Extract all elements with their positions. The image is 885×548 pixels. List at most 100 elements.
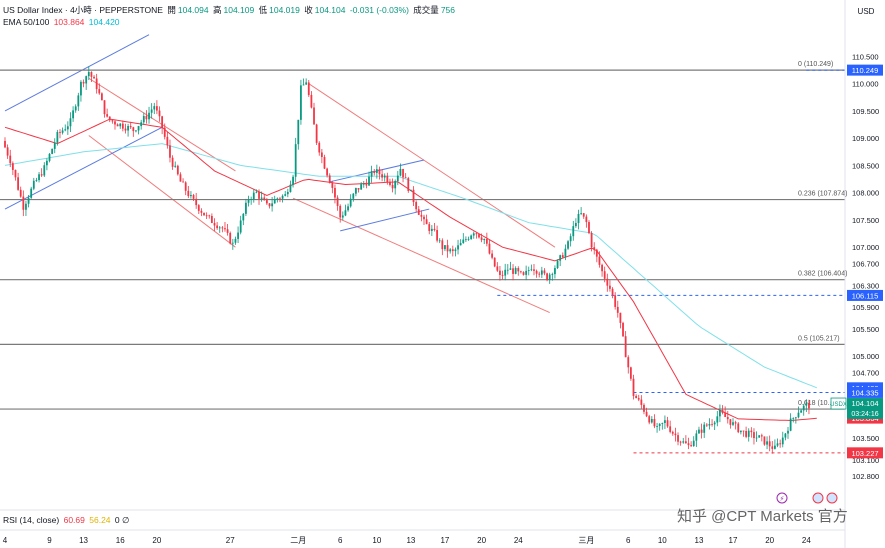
candle-body [789,418,792,431]
low-value: 104.019 [269,5,300,15]
ema-fast-value: 103.864 [53,17,85,27]
candle-body [334,187,336,198]
symbol-legend[interactable]: US Dollar Index · 4小時 · PEPPERSTONE 開 104… [3,4,457,16]
candle-body [517,268,520,272]
candle-body [540,270,543,275]
ema-slow-line [4,143,817,389]
candle-body [802,405,805,411]
candle-body [483,238,486,241]
time-tick-label: 27 [226,536,235,545]
candle-body [574,223,577,227]
candle-body [93,76,95,79]
candle-body [781,437,784,445]
candle-body [289,184,292,192]
candle-body [412,189,415,203]
candle-body [313,107,315,125]
current-symbol: USDX [830,402,847,408]
candle-body [300,85,302,120]
candle-body [362,183,365,185]
candle-body [69,118,72,127]
volume-label: 成交量 [413,5,439,15]
candle-body [381,174,383,178]
candle-body [771,446,774,449]
candle-body [383,175,386,178]
candle-body [585,216,588,223]
candle-body [402,168,404,178]
candle-body [504,269,507,276]
candle-body [258,191,260,199]
candle-body [643,404,645,412]
candle-body [239,220,242,233]
price-tag: 104.335 [851,388,878,397]
candle-body [530,269,533,271]
candle-body [66,126,69,130]
candle-body [491,253,493,258]
candle-body [580,213,583,214]
time-tick-label: 二月 [290,536,306,545]
lightning-icon [776,492,788,504]
flag-us-icon [826,492,838,504]
candle-body [577,213,580,224]
candle-body [509,268,512,270]
candle-body [318,142,321,153]
candle-body [399,168,402,176]
candle-body [30,188,33,198]
candle-body [732,422,734,425]
candle-body [145,116,148,120]
dashed-level-lines [497,69,845,454]
fibonacci-retracement: 0 (110.249) 0.236 (107.874) 0.382 (106.404… [0,61,847,410]
candle-body [129,126,132,128]
candle-body [35,180,38,181]
candle-body [404,177,407,179]
candle-body [98,89,101,94]
rsi-legend[interactable]: RSI (14, close) 60.69 56.24 0 ∅ [3,515,131,526]
candle-body [433,228,436,231]
candle-body [391,184,394,189]
candle-body [664,420,666,423]
candle-body [737,423,740,433]
candle-body [428,224,431,231]
candle-body [609,285,611,289]
candle-body [423,216,425,220]
candle-body [210,215,213,223]
candle-body [375,169,378,173]
candle-body [779,443,782,445]
candle-body [582,213,585,217]
candle-body [499,270,501,275]
candle-body [284,194,287,196]
candle-body [40,174,43,176]
candle-body [108,116,111,121]
alert-icons[interactable]: ⚡ [776,492,838,504]
price-tick-label: 104.700 [852,369,879,378]
candle-body [588,222,590,234]
candle-body [135,130,137,132]
bar-countdown: 03:24:16 [851,411,878,418]
candle-body [59,132,61,133]
candle-body [142,116,145,123]
candle-body [496,266,499,271]
candle-body [561,255,564,258]
candle-body [119,123,122,127]
time-tick-label: 13 [406,536,415,545]
candle-body [355,188,357,194]
candle-body [153,106,156,110]
ema-legend[interactable]: EMA 50/100 103.864 104.420 [3,17,122,27]
candle-body [559,255,562,261]
candle-body [797,412,800,418]
price-tick-label: 108.500 [852,161,879,170]
candle-body [488,243,491,254]
candle-body [724,412,727,417]
current-price-bg [847,398,883,420]
candle-body [436,230,438,241]
candle-body [713,422,716,425]
currency-button[interactable]: USD [853,4,879,20]
candle-body [551,274,554,275]
candle-body [87,72,90,77]
candle-body [784,433,787,438]
candle-body [103,100,106,115]
ema-slow-value: 104.420 [88,17,120,27]
candle-body [205,215,208,217]
candle-body [624,336,627,358]
time-tick-label: 10 [372,536,381,545]
